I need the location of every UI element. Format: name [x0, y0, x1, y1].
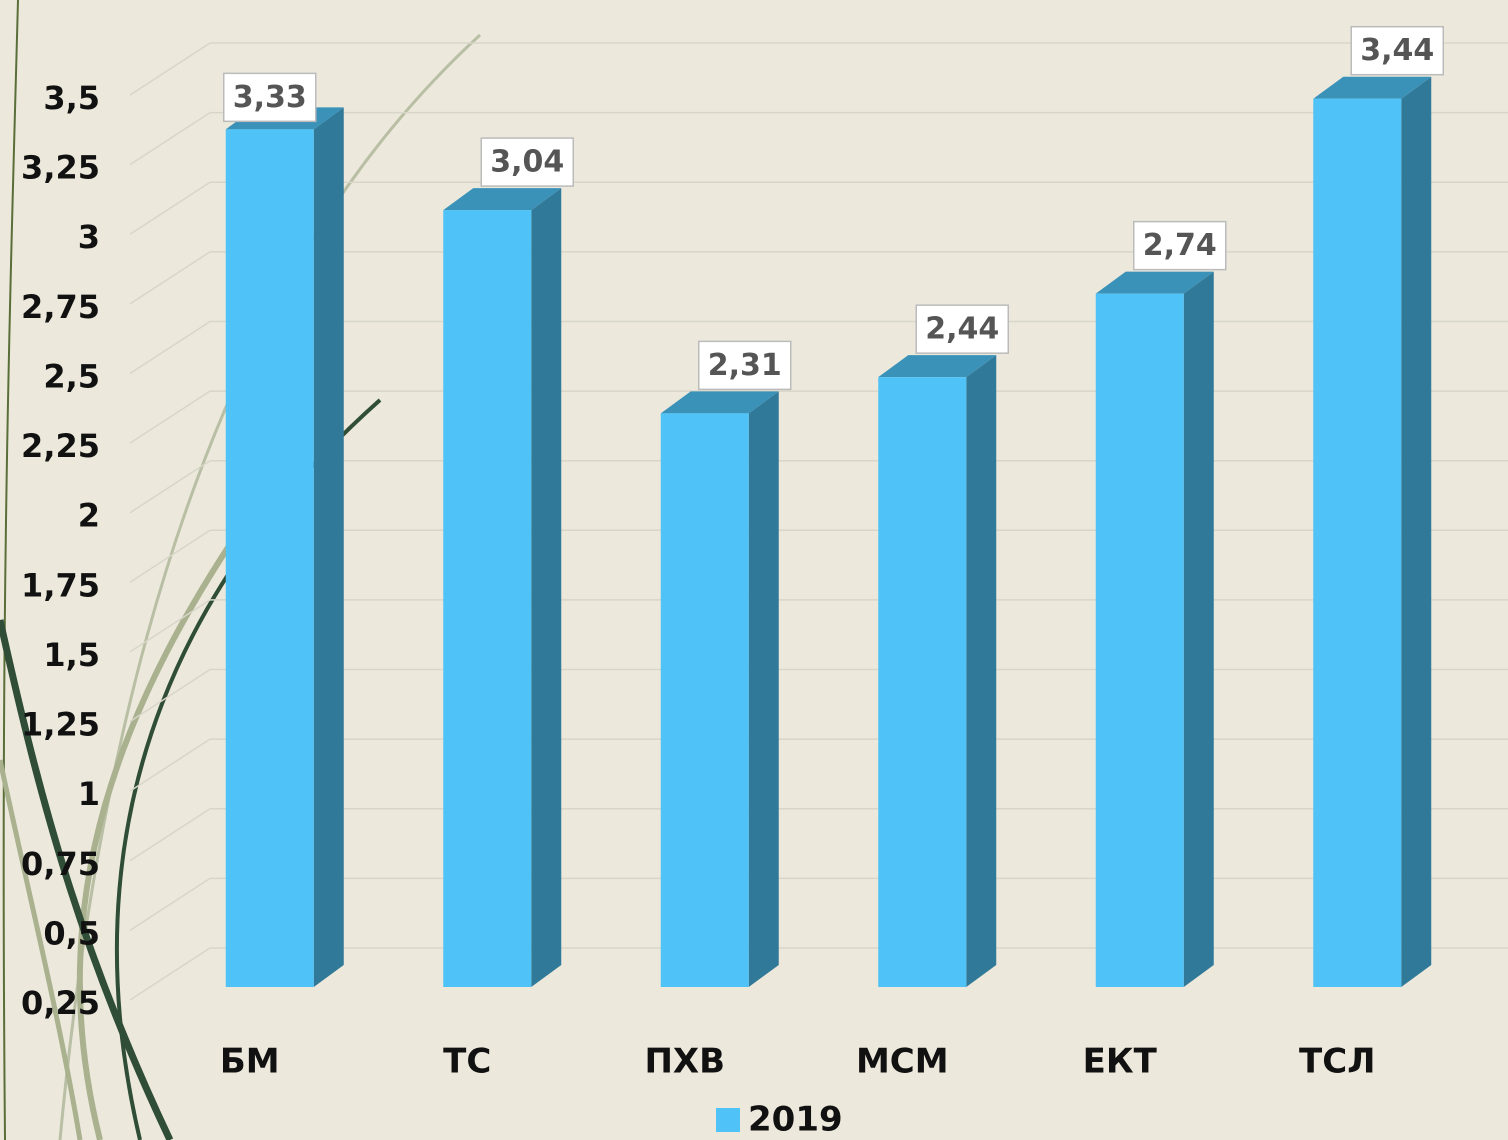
bar-side: [1401, 77, 1431, 987]
bar-side: [966, 355, 996, 987]
value-label: 2,44: [925, 312, 999, 347]
y-tick-label: 3,5: [43, 79, 100, 117]
grid-line: [130, 252, 210, 304]
legend-label: 2019: [748, 1100, 843, 1140]
x-tick-label: БМ: [220, 1042, 280, 1082]
grid-line: [130, 530, 210, 582]
bar-side: [531, 188, 561, 987]
value-label: 2,74: [1143, 228, 1217, 263]
bar: [226, 129, 314, 987]
grid-line: [130, 670, 210, 722]
x-tick-label: МСМ: [856, 1042, 949, 1082]
x-tick-label: ТС: [443, 1042, 491, 1082]
grid-line: [130, 461, 210, 513]
bar: [443, 210, 531, 987]
y-tick-label: 2,25: [21, 427, 100, 465]
y-tick-label: 2: [78, 497, 100, 535]
x-tick-label: ПХВ: [644, 1042, 725, 1082]
chart: 0,25 0,5 0,75 1 1,25 1,5 1,75 2 2,25 2,5 2,75 3 3,25…: [0, 0, 1508, 1140]
bar: [1313, 99, 1401, 987]
y-tick-label: 0,25: [21, 984, 100, 1022]
y-tick-label: 1,25: [21, 706, 100, 744]
bar-side: [1184, 272, 1214, 987]
value-label: 3,33: [233, 80, 307, 115]
bar-side: [749, 391, 779, 987]
grid-line: [130, 43, 210, 95]
grid-line: [130, 113, 210, 165]
value-label: 2,31: [708, 348, 782, 383]
y-tick-label: 3,25: [21, 149, 100, 187]
y-tick-label: 0,5: [43, 914, 100, 952]
grid-line: [130, 321, 210, 373]
bar: [878, 377, 966, 987]
y-tick-label: 3: [78, 218, 100, 256]
y-tick-label: 2,75: [21, 288, 100, 326]
y-tick-label: 1: [78, 775, 100, 813]
value-label: 3,04: [490, 145, 564, 180]
legend-swatch: [716, 1108, 740, 1132]
bar: [661, 413, 749, 987]
grid-line: [130, 391, 210, 443]
grid-line: [130, 182, 210, 234]
x-tick-label: ТСЛ: [1299, 1042, 1375, 1082]
bar-side: [314, 107, 344, 987]
y-tick-label: 2,5: [43, 357, 100, 395]
bar: [1096, 294, 1184, 987]
value-label: 3,44: [1360, 33, 1434, 68]
grid-line: [130, 809, 210, 861]
y-tick-label: 0,75: [21, 845, 100, 883]
grid-line: [130, 878, 210, 930]
y-tick-label: 1,75: [21, 566, 100, 604]
grid-line: [130, 948, 210, 1000]
x-tick-label: ЕКТ: [1083, 1042, 1158, 1082]
y-tick-label: 1,5: [43, 636, 100, 674]
